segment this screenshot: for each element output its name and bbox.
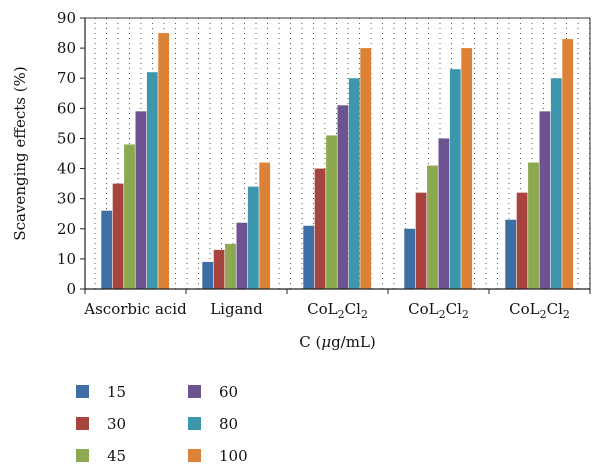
bar-80-3	[449, 69, 461, 289]
bar-80-2	[348, 78, 360, 289]
legend-label-80: 80	[219, 415, 238, 433]
y-tick-label: 90	[57, 9, 76, 27]
y-axis-title: Scavenging effects (%)	[11, 66, 29, 240]
legend-swatch-30	[76, 417, 89, 430]
y-tick-label: 50	[57, 129, 76, 147]
bar-30-2	[314, 168, 326, 289]
bar-60-3	[438, 138, 450, 289]
bar-60-0	[135, 111, 147, 289]
legend-swatch-45	[76, 449, 89, 462]
bar-100-1	[259, 162, 271, 289]
x-tick-label-4: CoL2Cl2	[509, 300, 570, 321]
legend-label-30: 30	[107, 415, 126, 433]
bar-30-1	[213, 249, 225, 289]
tick-labels: 0 10 20 30 40 50 60 70 80 90 Ascorbic acid Ligand Co…	[57, 9, 570, 321]
legend-swatch-100	[188, 449, 201, 462]
bar-100-2	[360, 48, 372, 289]
y-tick-label: 20	[57, 220, 76, 238]
bar-15-3	[404, 228, 416, 289]
bar-80-0	[146, 72, 158, 289]
legend-label-15: 15	[107, 383, 126, 401]
axes	[80, 17, 591, 294]
bar-45-3	[427, 165, 438, 289]
legend-label-60: 60	[219, 383, 238, 401]
bar-45-4	[528, 162, 539, 289]
y-tick-label: 40	[57, 160, 76, 178]
bars	[101, 33, 574, 290]
bar-15-2	[303, 225, 315, 289]
bar-15-0	[101, 210, 113, 289]
bar-80-1	[247, 186, 259, 289]
bar-80-4	[550, 78, 562, 289]
x-tick-label-3: CoL2Cl2	[408, 300, 469, 321]
y-tick-label: 10	[57, 250, 76, 268]
legend-label-45: 45	[107, 447, 126, 465]
y-tick-label: 80	[57, 39, 76, 57]
bar-60-4	[539, 111, 551, 289]
bar-45-2	[326, 135, 337, 289]
bar-30-4	[516, 192, 528, 289]
bar-100-0	[158, 33, 170, 289]
bar-45-1	[225, 243, 236, 289]
legend: 15 30 45 60 80 100	[76, 383, 248, 465]
bar-60-2	[337, 105, 349, 289]
bar-45-0	[124, 144, 135, 289]
bar-15-1	[202, 261, 214, 289]
y-tick-label: 0	[66, 280, 76, 298]
legend-swatch-60	[188, 385, 201, 398]
legend-swatch-80	[188, 417, 201, 430]
y-tick-label: 70	[57, 69, 76, 87]
bar-15-4	[505, 219, 517, 289]
y-tick-label: 60	[57, 99, 76, 117]
legend-label-100: 100	[219, 447, 248, 465]
x-axis-title: C (μg/mL)	[299, 333, 376, 351]
bar-30-0	[112, 183, 124, 289]
y-tick-label: 30	[57, 190, 76, 208]
bar-60-1	[236, 222, 248, 289]
bar-100-4	[562, 39, 574, 290]
legend-swatch-15	[76, 385, 89, 398]
x-tick-label-1: Ligand	[210, 300, 263, 318]
x-tick-label-0: Ascorbic acid	[83, 300, 187, 318]
bar-30-3	[415, 192, 427, 289]
x-tick-label-2: CoL2Cl2	[307, 300, 368, 321]
bar-100-3	[461, 48, 473, 289]
